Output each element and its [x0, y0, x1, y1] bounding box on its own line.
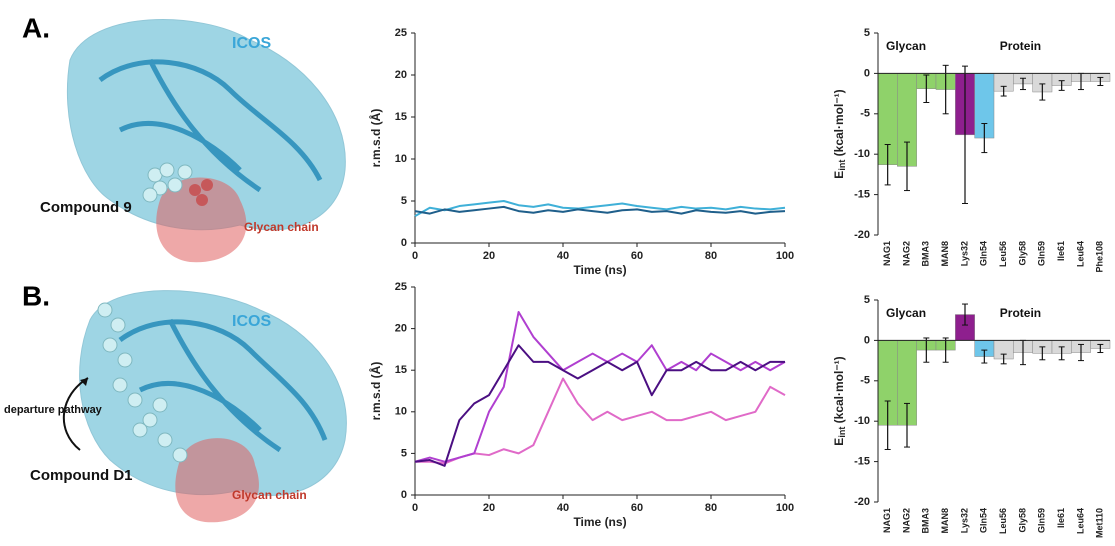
protein-label: ICOS [232, 313, 271, 330]
y-axis-label-unit: (kcal·mol⁻¹) [832, 356, 846, 426]
x-axis-label: Time (ns) [573, 263, 626, 277]
x-tick-label: NAG1 [882, 508, 892, 533]
y-tick-label: -10 [854, 415, 870, 427]
x-tick-label: Leu56 [998, 241, 1008, 267]
y-axis-label: r.m.s.d (Å) [368, 362, 383, 421]
y-axis-label: r.m.s.d (Å) [368, 109, 383, 168]
y-axis-label: Eint (kcal·mol⁻¹) [832, 356, 847, 445]
glycan-label: Glycan chain [232, 488, 307, 502]
molecule-a [66, 19, 346, 263]
protein-label: ICOS [232, 35, 271, 52]
x-tick-label: 60 [631, 502, 643, 514]
x-tick-label: NAG2 [901, 241, 911, 266]
group-label: Glycan [886, 39, 926, 53]
y-axis-label-sub: int [837, 160, 847, 171]
group-label: Protein [1000, 39, 1041, 53]
y-tick-label: 25 [395, 281, 407, 293]
x-tick-label: 40 [557, 250, 569, 262]
x-tick-label: Gln59 [1037, 241, 1047, 266]
x-tick-label: Ile61 [1056, 241, 1066, 261]
x-tick-label: 0 [412, 250, 418, 262]
x-tick-label: Gln54 [979, 241, 989, 266]
rmsd-line [414, 205, 786, 215]
y-tick-label: 0 [401, 489, 407, 501]
x-tick-label: MAN8 [940, 241, 950, 267]
x-tick-label: 40 [557, 502, 569, 514]
y-axis-label-main: E [832, 438, 846, 446]
y-axis-label-main: E [832, 171, 846, 179]
x-axis-label: Time (ns) [573, 515, 626, 529]
x-tick-label: Lys32 [959, 508, 969, 533]
x-tick-label: NAG1 [882, 241, 892, 266]
y-axis-label: Eint (kcal·mol⁻¹) [832, 89, 847, 178]
y-tick-label: -15 [854, 456, 870, 468]
x-tick-label: Lys32 [959, 241, 969, 266]
y-tick-label: -15 [854, 189, 870, 201]
x-tick-label: Ile61 [1056, 508, 1066, 528]
x-tick-label: 60 [631, 250, 643, 262]
x-tick-label: 100 [776, 250, 794, 262]
y-tick-label: 20 [395, 69, 407, 81]
rmsd-line [415, 377, 786, 465]
compound-label: Compound D1 [30, 467, 133, 484]
x-tick-label: Leu64 [1075, 241, 1085, 267]
y-tick-label: -5 [860, 108, 870, 120]
y-tick-label: 5 [864, 27, 870, 39]
panel-label: A. [22, 12, 50, 43]
x-tick-label: Gln54 [979, 508, 989, 533]
x-tick-label: Leu64 [1075, 508, 1085, 534]
y-tick-label: 10 [395, 153, 407, 165]
y-tick-label: 0 [864, 67, 870, 79]
rmsd-line [414, 344, 785, 467]
x-tick-label: Gln59 [1037, 508, 1047, 533]
x-tick-label: Leu56 [998, 508, 1008, 534]
y-tick-label: 15 [395, 364, 407, 376]
x-tick-label: Gly58 [1017, 508, 1027, 533]
y-tick-label: -10 [854, 148, 870, 160]
y-tick-label: -5 [860, 375, 870, 387]
x-tick-label: 100 [776, 502, 794, 514]
y-tick-label: 5 [401, 447, 407, 459]
y-axis-label-sub: int [837, 427, 847, 438]
x-tick-label: Gly58 [1017, 241, 1027, 266]
y-tick-label: 0 [864, 334, 870, 346]
x-tick-label: 20 [483, 250, 495, 262]
x-tick-label: BMA3 [921, 241, 931, 267]
x-tick-label: Met110 [1095, 508, 1105, 538]
pathway-label: departure pathway [4, 404, 103, 416]
x-tick-label: NAG2 [901, 508, 911, 533]
x-tick-label: Phe108 [1095, 241, 1105, 273]
compound-label: Compound 9 [40, 199, 132, 216]
panel-label: B. [22, 280, 50, 311]
y-tick-label: 10 [395, 406, 407, 418]
x-tick-label: 0 [412, 502, 418, 514]
y-tick-label: 15 [395, 111, 407, 123]
molecule-b [62, 290, 347, 523]
glycan-label: Glycan chain [244, 220, 319, 234]
group-label: Protein [1000, 306, 1041, 320]
rmsd-line [414, 310, 786, 463]
rmsd-line [414, 200, 786, 217]
x-tick-label: 80 [705, 250, 717, 262]
y-tick-label: -20 [854, 229, 870, 241]
x-tick-label: 80 [705, 502, 717, 514]
y-tick-label: 5 [864, 294, 870, 306]
y-tick-label: 5 [401, 195, 407, 207]
x-tick-label: BMA3 [921, 508, 931, 534]
x-tick-label: 20 [483, 502, 495, 514]
y-tick-label: 0 [401, 237, 407, 249]
y-tick-label: 25 [395, 27, 407, 39]
group-label: Glycan [886, 306, 926, 320]
y-tick-label: -20 [854, 496, 870, 508]
y-tick-label: 20 [395, 323, 407, 335]
x-tick-label: MAN8 [940, 508, 950, 534]
y-axis-label-unit: (kcal·mol⁻¹) [832, 89, 846, 159]
